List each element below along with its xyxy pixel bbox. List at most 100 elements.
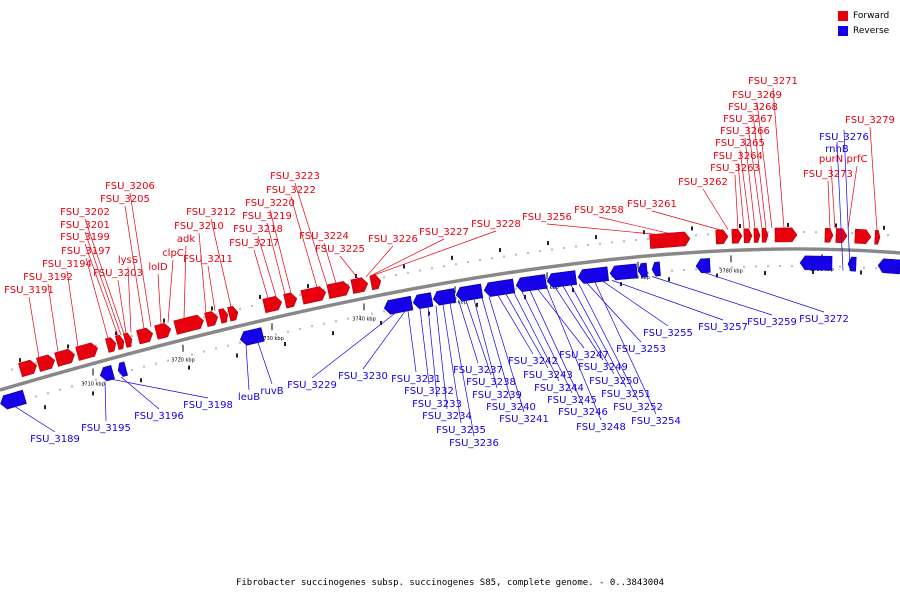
reverse-gene-label: FSU_3231: [391, 374, 441, 385]
forward-gene-label: FSU_3191: [4, 285, 54, 296]
reverse-leader-line: [513, 292, 560, 382]
reverse-leader-line: [311, 312, 396, 379]
forward-gene: [262, 296, 283, 314]
forward-gene-label: FSU_3217: [229, 238, 279, 249]
legend: Forward Reverse: [838, 8, 889, 38]
forward-leader-line: [84, 231, 122, 336]
reverse-gene-label: ruvB: [260, 386, 283, 397]
forward-gene: [369, 274, 382, 291]
forward-leader-line: [84, 218, 125, 335]
forward-gene-label: FSU_3205: [100, 194, 150, 205]
reverse-gene: [609, 263, 638, 281]
forward-gene: [136, 327, 154, 345]
reverse-gene-label: FSU_3250: [589, 376, 639, 387]
reverse-gene-label: FSU_3238: [466, 377, 516, 388]
forward-gene-label: FSU_3211: [183, 254, 233, 265]
reverse-gene-label: FSU_3196: [134, 411, 184, 422]
forward-gene: [283, 292, 298, 309]
forward-leader-line: [739, 149, 751, 229]
reverse-leader-line: [594, 282, 657, 415]
reverse-gene: [546, 270, 578, 288]
reverse-swatch-icon: [838, 25, 848, 36]
kbp-tick-label: 3710 kbp: [81, 382, 105, 388]
forward-leader-line: [737, 162, 745, 229]
kbp-tick-label: 3740 kbp: [352, 316, 376, 322]
forward-leader-line: [47, 283, 59, 353]
kbp-tick-label: 3730 kbp: [260, 336, 284, 342]
forward-gene: [649, 231, 691, 249]
forward-leader-line: [167, 259, 174, 323]
legend-forward: Forward: [838, 8, 889, 23]
forward-gene: [731, 228, 743, 244]
forward-gene: [105, 337, 117, 353]
reverse-leader-line: [104, 381, 107, 422]
reverse-leader-line: [458, 301, 479, 364]
axis-minor-tick: [787, 222, 789, 227]
forward-gene: [173, 314, 204, 335]
reverse-gene: [117, 361, 128, 377]
forward-gene: [54, 348, 75, 367]
axis-minor-tick: [883, 225, 885, 230]
forward-gene-label: FSU_3222: [266, 185, 316, 196]
forward-leader-line: [756, 101, 773, 229]
reverse-leader-line: [488, 296, 525, 413]
reverse-gene: [695, 258, 711, 274]
reverse-gene-label: FSU_3243: [523, 370, 573, 381]
kbp-tick-mark: [92, 368, 94, 376]
axis-minor-tick: [44, 405, 46, 410]
forward-leader-line: [85, 257, 109, 339]
forward-swatch-icon: [838, 10, 848, 21]
kbp-tick-label: 3720 kbp: [171, 358, 195, 364]
forward-gene: [743, 228, 753, 244]
forward-leader-line: [294, 182, 328, 286]
forward-leader-line: [207, 265, 216, 311]
forward-leader-line: [869, 126, 878, 231]
reverse-gene: [383, 295, 414, 315]
forward-gene-label: FSU_3194: [42, 259, 92, 270]
forward-gene: [204, 311, 219, 328]
forward-gene-label: clpC: [162, 248, 184, 259]
forward-gene-label: FSU_3267: [723, 114, 773, 125]
forward-gene: [715, 229, 729, 245]
forward-gene: [123, 332, 133, 348]
reverse-gene-label: FSU_3251: [601, 389, 651, 400]
legend-reverse: Reverse: [838, 23, 889, 38]
axis-minor-tick: [451, 255, 453, 260]
reverse-gene-label: FSU_3234: [422, 411, 472, 422]
reverse-gene-label: FSU_3235: [436, 425, 486, 436]
reverse-leader-line: [570, 284, 627, 388]
reverse-gene-label: FSU_3276: [819, 132, 869, 143]
axis-minor-tick: [403, 264, 405, 269]
axis-minor-tick: [115, 331, 117, 336]
forward-gene-label: prfC: [847, 154, 868, 165]
forward-leader-line: [772, 87, 785, 229]
forward-leader-line: [744, 137, 756, 229]
forward-gene-label: FSU_3269: [732, 90, 782, 101]
axis-minor-tick: [284, 342, 286, 347]
forward-gene: [18, 359, 37, 378]
axis-minor-tick: [764, 271, 766, 276]
reverse-leader-line: [529, 290, 584, 406]
forward-gene-label: FSU_3263: [710, 163, 760, 174]
axis-minor-tick: [211, 306, 213, 311]
forward-gene: [874, 229, 881, 245]
reverse-leader-line: [473, 299, 498, 389]
reverse-gene-label: FSU_3246: [558, 407, 608, 418]
reverse-gene-label: FSU_3247: [559, 350, 609, 361]
kbp-tick-label: 3770 kbp: [626, 275, 650, 281]
reverse-leader-line: [497, 295, 534, 355]
reverse-leader-line: [554, 286, 604, 361]
forward-leader-line: [210, 218, 232, 307]
axis-minor-tick: [476, 302, 478, 307]
forward-gene-label: FSU_3264: [713, 151, 763, 162]
reverse-leader-line: [578, 283, 639, 401]
forward-leader-line: [365, 245, 394, 278]
reverse-leader-line: [562, 285, 615, 375]
forward-gene-label: FSU_3262: [678, 177, 728, 188]
forward-gene-label: FSU_3227: [419, 227, 469, 238]
forward-gene-label: FSU_3203: [93, 268, 143, 279]
forward-gene-label: FSU_3261: [627, 199, 677, 210]
kbp-tick-mark: [271, 323, 273, 331]
kbp-tick-mark: [454, 286, 456, 294]
